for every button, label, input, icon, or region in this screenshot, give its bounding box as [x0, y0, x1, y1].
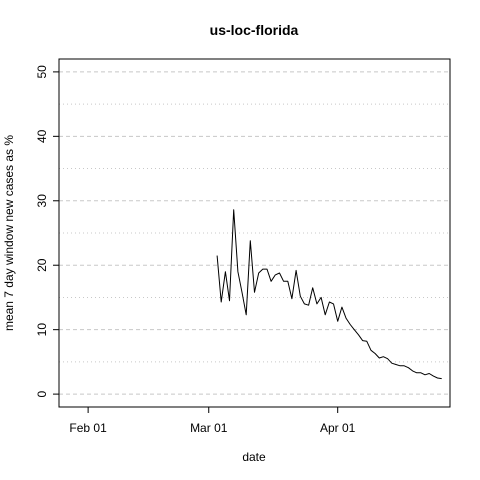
x-tick-label: Apr 01 [320, 421, 356, 435]
x-axis: Feb 01 Mar 01 Apr 01 [69, 406, 356, 435]
x-tick-label: Feb 01 [69, 421, 107, 435]
grid-lines [59, 71, 450, 395]
y-axis-label: mean 7 day window new cases as % [2, 135, 16, 331]
x-tick-label: Mar 01 [190, 421, 228, 435]
x-axis-label: date [242, 450, 266, 464]
y-tick-label: 50 [35, 65, 49, 79]
y-tick-label: 30 [35, 194, 49, 208]
series-line [216, 209, 442, 380]
y-axis: 0 10 20 30 40 50 [35, 65, 60, 397]
y-tick-label: 10 [35, 323, 49, 337]
series-group [216, 209, 442, 380]
y-tick-label: 20 [35, 258, 49, 272]
y-tick-label: 40 [35, 129, 49, 143]
y-tick-label: 0 [35, 390, 49, 397]
chart-title: us-loc-florida [210, 22, 299, 38]
